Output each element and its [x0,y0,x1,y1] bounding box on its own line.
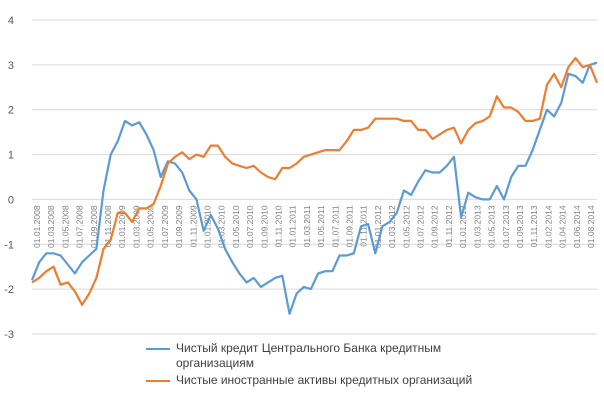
legend: Чистый кредит Центрального Банка кредитн… [146,341,526,390]
x-tick-label: 01.09.2010 [259,205,269,248]
x-tick-label: 01.03.2009 [131,205,141,248]
y-tick-label: 4 [8,15,14,27]
x-tick-label: 01.09.2008 [89,205,99,248]
x-tick-label: 01.05.2008 [60,205,70,248]
x-tick-label: 01.01.2011 [288,205,298,247]
y-tick-label: 0 [8,194,14,206]
x-tick-label: 01.09.2012 [430,205,440,248]
x-tick-label: 01.11.2013 [529,205,539,247]
x-tick-label: 01.11.2009 [188,205,198,247]
x-tick-label: 01.05.2009 [146,205,156,248]
legend-item-foreign-assets: Чистые иностранные активы кредитных орга… [146,373,526,388]
x-tick-label: 01.01.2013 [458,205,468,248]
x-tick-label: 01.09.2009 [174,205,184,248]
y-tick-label: 1 [8,150,14,162]
x-tick-label: 01.09.2013 [515,205,525,248]
y-tick-label: 3 [8,60,14,72]
x-tick-label: 01.05.2010 [231,205,241,248]
x-tick-label: 01.03.2013 [472,205,482,248]
x-tick-label: 01.03.2008 [46,205,56,248]
x-tick-label: 01.07.2013 [501,205,511,248]
x-tick-label: 01.09.2011 [345,205,355,247]
y-tick-label: 2 [8,105,14,117]
y-tick-label: -1 [4,239,14,251]
x-tick-label: 01.03.2010 [217,205,227,248]
legend-swatch-orange [146,380,170,382]
x-tick-label: 01.01.2012 [373,205,383,248]
x-tick-label: 01.07.2011 [330,205,340,247]
x-tick-label: 01.02.2014 [543,205,553,248]
y-tick-label: -2 [4,284,14,296]
series-line-1 [31,56,599,306]
x-tick-label: 01.05.2011 [316,205,326,247]
x-tick-label: 01.01.2010 [202,205,212,248]
x-tick-label: 01.03.2011 [302,205,312,247]
x-tick-label: 01.07.2008 [75,205,85,248]
legend-item-cb-credit: Чистый кредит Центрального Банка кредитн… [146,341,526,371]
legend-label: Чистые иностранные активы кредитных орга… [176,373,473,387]
x-tick-label: 01.08.2014 [586,205,596,248]
x-tick-label: 01.07.2009 [160,205,170,248]
x-tick-label: 01.07.2012 [416,205,426,248]
x-tick-label: 01.11.2008 [103,205,113,247]
x-tick-label: 01.01.2009 [117,205,127,248]
y-tick-label: -3 [4,329,14,341]
series-line-0 [30,61,598,315]
x-tick-label: 01.11.2012 [444,205,454,247]
x-tick-label: 01.01.2008 [32,205,42,248]
legend-label: Чистый кредит Центрального Банка кредитн… [176,341,442,370]
x-tick-label: 01.04.2014 [558,205,568,248]
x-tick-label: 01.05.2012 [401,205,411,248]
x-tick-label: 01.07.2010 [245,205,255,248]
x-tick-label: 01.11.2010 [273,205,283,247]
x-tick-label: 01.06.2014 [572,205,582,248]
legend-swatch-blue [146,348,170,350]
x-tick-label: 01.03.2012 [387,205,397,248]
x-tick-label: 01.05.2013 [487,205,497,248]
